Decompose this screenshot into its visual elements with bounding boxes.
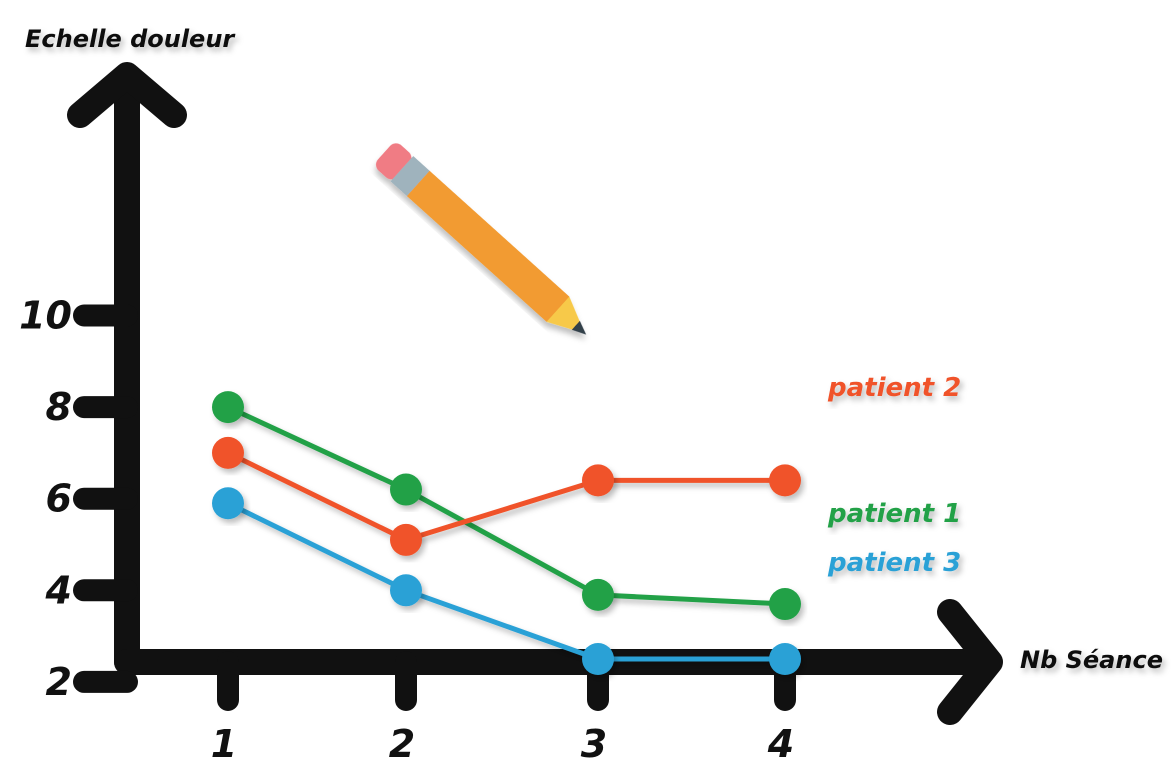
pencil-icon bbox=[375, 143, 587, 335]
pencil-band bbox=[390, 156, 430, 197]
x-tick-label: 1 bbox=[211, 722, 237, 759]
y-tick-label: 6 bbox=[46, 477, 72, 521]
legend: patient 1 patient 2 patient 3 bbox=[827, 373, 961, 578]
x-axis-arrowhead bbox=[937, 599, 1003, 725]
series-line bbox=[225, 500, 788, 662]
data-point bbox=[212, 487, 244, 520]
data-point bbox=[582, 464, 614, 497]
y-axis-title: Echelle douleur bbox=[25, 25, 236, 53]
legend-label: patient 3 bbox=[827, 548, 961, 578]
series-layer bbox=[212, 391, 801, 675]
data-point bbox=[769, 464, 801, 497]
data-point bbox=[390, 574, 422, 607]
y-tick-label: 2 bbox=[46, 660, 72, 704]
pencil-body bbox=[406, 170, 570, 322]
axes bbox=[67, 62, 1003, 725]
data-point bbox=[769, 643, 801, 675]
y-tick-label: 4 bbox=[45, 568, 72, 612]
data-point bbox=[390, 523, 422, 556]
pencil-tip bbox=[546, 296, 585, 334]
y-tick-label: 10 bbox=[19, 294, 72, 338]
data-point bbox=[212, 391, 244, 424]
data-point bbox=[582, 643, 614, 675]
data-point bbox=[390, 473, 422, 506]
y-tick-label: 8 bbox=[46, 385, 72, 429]
x-tick-label: 3 bbox=[581, 722, 607, 759]
data-point bbox=[769, 588, 801, 621]
legend-label: patient 2 bbox=[827, 373, 961, 403]
legend-label: patient 1 bbox=[827, 499, 961, 529]
x-tick-label: 2 bbox=[389, 722, 415, 759]
series-line bbox=[225, 404, 788, 607]
y-axis-arrowhead bbox=[67, 62, 187, 128]
pencil-lead bbox=[571, 320, 587, 335]
x-axis-title: Nb Séance bbox=[1020, 646, 1163, 674]
series-line bbox=[225, 450, 788, 543]
data-point bbox=[582, 578, 614, 611]
data-point bbox=[212, 436, 244, 469]
x-tick-label: 4 bbox=[767, 722, 794, 759]
